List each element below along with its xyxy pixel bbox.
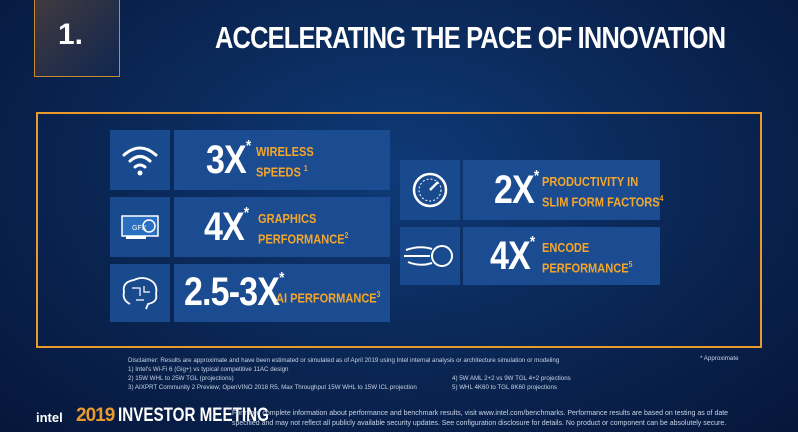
stat-value: 4X* [204, 205, 249, 250]
number-box [34, 0, 120, 77]
text: 4X [204, 205, 245, 249]
text: WIRELESS [256, 144, 314, 159]
stat-value: 4X* [490, 234, 535, 279]
disclaimer-right: 4) 5W AML 2+2 vs 9W TGL 4+2 projections … [452, 374, 571, 392]
text: GRAPHICS [258, 211, 317, 226]
text: 4) 5W AML 2+2 vs 9W TGL 4+2 projections [452, 375, 571, 382]
section-number: 1. [58, 18, 84, 51]
disclaimer: Disclaimer: Results are approximate and … [128, 356, 559, 392]
text: SLIM FORM FACTORS [542, 194, 660, 210]
stat-value: 2X* [494, 168, 539, 213]
text: 2.5-3X [184, 270, 280, 314]
gauge-icon [400, 160, 460, 220]
encode-icon [400, 227, 460, 285]
stat-label: ENCODE PERFORMANCE5 [542, 239, 632, 276]
text: PRODUCTIVITY IN [542, 174, 639, 189]
stat-label: WIRELESS SPEEDS 1 [256, 143, 314, 180]
stat-label: PRODUCTIVITY IN SLIM FORM FACTORS4 [542, 173, 663, 210]
text: PERFORMANCE [542, 260, 629, 276]
text: 2) 15W WHL to 25W TGL (projections) [128, 375, 234, 382]
text: 3) AIXPRT Community 2 Preview; OpenVINO … [128, 384, 417, 391]
content-frame [36, 112, 762, 348]
text: 4X [490, 234, 531, 278]
text: SPEEDS [256, 164, 301, 180]
text: * [245, 138, 251, 155]
speed-glyph [404, 245, 453, 267]
gfx-icon: GFX [110, 197, 170, 257]
approximate-note: * Approximate [700, 355, 739, 362]
stat-value: 2.5-3X* [184, 270, 284, 315]
stat-tile [463, 160, 660, 220]
text: 5 [628, 260, 633, 269]
text: 3 [376, 290, 381, 299]
event-year: 2019 [76, 405, 115, 426]
ai-icon [110, 264, 170, 322]
text: * [243, 205, 249, 222]
gfx-glyph: GFX [121, 215, 159, 239]
text: PERFORMANCE [258, 231, 345, 247]
slide-title: ACCELERATING THE PACE OF INNOVATION [215, 20, 726, 55]
stat-tile [463, 227, 660, 285]
text: AI PERFORMANCE [276, 290, 377, 306]
text: 1) Intel's Wi-Fi 6 (Gig+) vs typical com… [128, 366, 289, 373]
footer-legal: For more complete information about perf… [232, 410, 729, 427]
text: * [529, 234, 535, 251]
stat-tile [174, 130, 390, 190]
stat-label: GRAPHICS PERFORMANCE2 [258, 210, 348, 247]
svg-text:GFX: GFX [132, 225, 147, 232]
gauge-glyph [412, 172, 448, 208]
text: 4 [659, 194, 664, 203]
text: 3X [206, 138, 247, 182]
text: 5) WHL 4K60 to TGL 8K60 projections [452, 384, 558, 391]
stat-tile [174, 197, 390, 257]
wifi-glyph [122, 146, 158, 176]
brain-glyph [122, 277, 158, 310]
event-name: INVESTOR MEETING [118, 405, 269, 426]
text: Disclaimer: Results are approximate and … [128, 357, 560, 364]
text: 2 [344, 231, 349, 240]
text: 2X [494, 168, 535, 212]
text: * [533, 168, 539, 185]
intel-logo: intel [36, 410, 63, 425]
text: ENCODE [542, 240, 590, 255]
stat-tile [174, 264, 390, 322]
text: * [279, 270, 284, 287]
stat-label: AI PERFORMANCE3 [276, 286, 380, 306]
wifi-icon [110, 130, 170, 190]
text: 1 [303, 164, 308, 173]
stat-value: 3X* [206, 138, 251, 183]
